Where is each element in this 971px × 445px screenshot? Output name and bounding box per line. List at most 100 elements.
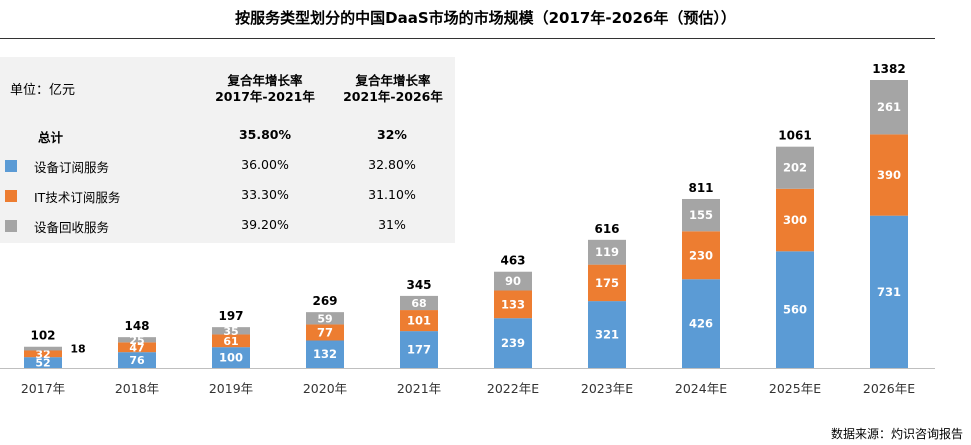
- bar-segment-0-6: [588, 301, 626, 368]
- bar-value-label-0-2: 100: [219, 351, 243, 365]
- legend-row-device-recycling-cagr1: 39.20%: [241, 217, 289, 232]
- bar-segment-1-8: [776, 188, 814, 252]
- legend-row-total-cagr2: 32%: [377, 127, 407, 142]
- bar-segment-2-2: [212, 327, 250, 335]
- bar-value-label-1-1: 47: [129, 341, 144, 354]
- bar-value-label-1-7: 230: [689, 248, 713, 262]
- bar-segment-0-3: [306, 340, 344, 368]
- bar-total-label-2: 197: [218, 309, 243, 323]
- bar-value-label-1-8: 300: [783, 213, 807, 227]
- bar-segment-1-1: [118, 342, 156, 353]
- bar-segment-1-4: [400, 310, 438, 332]
- cagr-2017-2021-header: 复合年增长率 2017年-2021年: [215, 73, 315, 104]
- bar-total-label-1: 148: [124, 319, 149, 333]
- bar-value-label-2-8: 202: [783, 161, 807, 175]
- bar-segment-2-1: [118, 337, 156, 343]
- bar-value-label-1-2: 61: [223, 335, 238, 348]
- bar-segment-1-0: [24, 350, 62, 358]
- x-tick-label-6: 2023年E: [581, 381, 633, 396]
- data-source-note: 数据来源：灼识咨询报告: [830, 427, 963, 441]
- legend-row-total-cagr1: 35.80%: [238, 127, 292, 142]
- bar-total-label-9: 1382: [872, 62, 905, 76]
- bar-total-label-0: 102: [30, 329, 55, 343]
- legend-row-it-subscription-cagr2: 31.10%: [368, 187, 416, 202]
- bar-segment-0-1: [118, 352, 156, 368]
- bar-segment-0-8: [776, 251, 814, 368]
- legend-row-total-label: 总计: [38, 130, 64, 145]
- bar-segment-1-5: [494, 290, 532, 319]
- legend-row-device-subscription-cagr1: 36.00%: [241, 157, 289, 172]
- legend-swatch-it-subscription: [5, 190, 17, 202]
- bar-value-label-2-3: 59: [317, 312, 332, 325]
- bar-value-label-1-4: 101: [407, 314, 431, 328]
- bar-value-label-2-5: 90: [505, 274, 521, 288]
- bar-segment-0-4: [400, 331, 438, 368]
- bar-segment-1-6: [588, 264, 626, 302]
- x-tick-label-3: 2020年: [303, 381, 347, 396]
- bar-value-label-2-7: 155: [689, 208, 713, 222]
- x-tick-label-4: 2021年: [397, 381, 441, 396]
- bar-value-label-0-1: 76: [129, 354, 145, 367]
- legend-swatch-device-subscription: [5, 160, 17, 172]
- cagr-legend-panel: 单位：亿元 复合年增长率 2017年-2021年 复合年增长率 2021年-20…: [0, 57, 455, 243]
- bar-value-label-0-8: 560: [783, 303, 807, 317]
- bar-segment-1-9: [870, 134, 908, 216]
- bar-value-label-2-0: 18: [70, 343, 85, 356]
- x-tick-label-7: 2024年E: [675, 381, 727, 396]
- legend-row-device-subscription-label: 设备订阅服务: [34, 160, 110, 175]
- bar-segment-2-0: [24, 346, 62, 351]
- bar-segment-0-2: [212, 347, 250, 368]
- x-tick-label-9: 2026年E: [863, 381, 915, 396]
- bar-value-label-2-6: 119: [595, 245, 619, 259]
- bar-total-label-7: 811: [688, 181, 713, 195]
- x-tick-label-5: 2022年E: [487, 381, 539, 396]
- bar-value-label-0-4: 177: [407, 343, 431, 357]
- bar-value-label-2-9: 261: [877, 100, 901, 114]
- bar-segment-0-5: [494, 318, 532, 368]
- bar-value-label-2-4: 68: [411, 297, 426, 310]
- bar-value-label-0-6: 321: [595, 328, 619, 342]
- bar-total-label-8: 1061: [778, 129, 811, 143]
- x-tick-label-0: 2017年: [21, 381, 65, 396]
- bar-segment-1-7: [682, 231, 720, 280]
- legend-row-device-recycling-cagr2: 31%: [378, 217, 406, 232]
- legend-row-device-subscription-cagr2: 32.80%: [368, 157, 416, 172]
- bar-segment-2-4: [400, 295, 438, 311]
- bar-value-label-0-5: 239: [501, 336, 525, 350]
- bar-value-label-1-0: 32: [35, 348, 50, 361]
- bar-value-label-0-9: 731: [877, 285, 901, 299]
- legend-swatch-device-recycling: [5, 220, 17, 232]
- bar-segment-2-6: [588, 239, 626, 265]
- bar-segment-2-8: [776, 146, 814, 189]
- bar-segment-0-0: [24, 357, 62, 368]
- legend-row-device-recycling-label: 设备回收服务: [34, 220, 110, 235]
- bar-value-label-0-7: 426: [689, 317, 713, 331]
- bar-segment-1-2: [212, 334, 250, 348]
- bar-total-label-4: 345: [406, 278, 431, 292]
- bar-value-label-1-3: 77: [317, 325, 333, 339]
- bar-value-label-1-5: 133: [501, 297, 525, 311]
- bar-value-label-1-9: 390: [877, 168, 901, 182]
- bar-segment-2-9: [870, 80, 908, 135]
- cagr-2021-2026-header: 复合年增长率 2021年-2026年: [343, 73, 443, 104]
- bar-segment-2-7: [682, 198, 720, 232]
- bar-segment-1-3: [306, 324, 344, 341]
- bar-value-label-1-6: 175: [595, 276, 619, 290]
- bar-segment-0-9: [870, 215, 908, 368]
- bar-total-label-3: 269: [312, 294, 337, 308]
- bar-total-label-6: 616: [594, 222, 619, 236]
- legend-row-it-subscription-cagr1: 33.30%: [241, 187, 289, 202]
- bar-value-label-2-1: 25: [129, 334, 144, 347]
- unit-label: 单位：亿元: [10, 83, 76, 98]
- bar-segment-2-3: [306, 312, 344, 325]
- x-tick-label-1: 2018年: [115, 381, 159, 396]
- bar-total-label-5: 463: [500, 254, 525, 268]
- legend-row-it-subscription-label: IT技术订阅服务: [34, 190, 121, 205]
- bar-value-label-0-3: 132: [313, 347, 337, 361]
- title-divider: [0, 38, 935, 39]
- x-tick-label-8: 2025年E: [769, 381, 821, 396]
- bar-value-label-2-2: 35: [223, 325, 238, 338]
- bar-value-label-0-0: 52: [35, 357, 50, 370]
- bar-segment-2-5: [494, 271, 532, 291]
